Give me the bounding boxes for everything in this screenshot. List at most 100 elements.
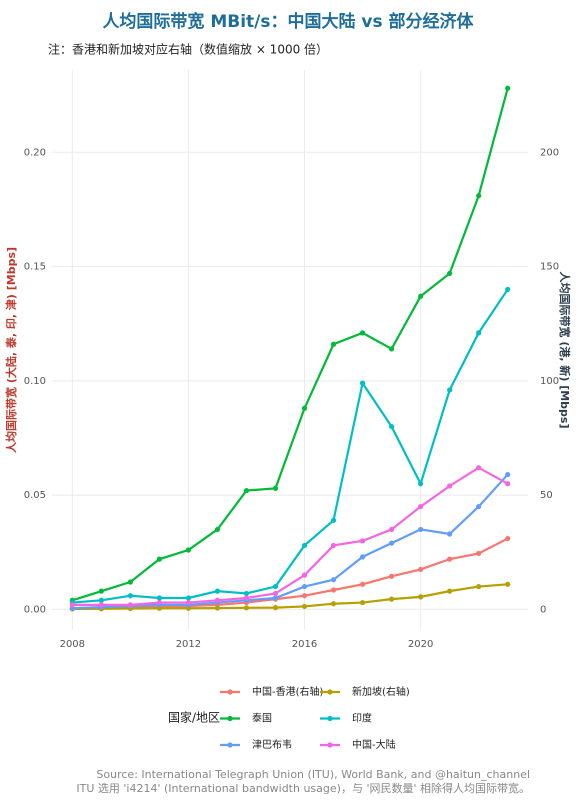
data-point [301, 593, 308, 599]
legend-label: 印度 [352, 712, 372, 725]
data-point [418, 503, 424, 510]
data-point [127, 593, 133, 599]
data-point [418, 566, 424, 573]
y-tick-label: 0.15 [24, 262, 46, 273]
x-tick-label: 2008 [60, 639, 85, 650]
data-point [359, 554, 366, 560]
data-point [330, 577, 337, 583]
series-line [72, 288, 509, 604]
data-point [301, 572, 308, 578]
legend-label: 中国-大陆 [352, 738, 396, 751]
legend-swatch [227, 715, 233, 722]
data-point [418, 481, 424, 487]
data-point [214, 526, 221, 533]
data-point [156, 556, 162, 562]
x-tick-label: 2012 [176, 639, 201, 650]
data-point [476, 330, 482, 336]
data-point [388, 346, 395, 352]
legend-swatch [327, 715, 333, 722]
y-tick-label: 0.00 [24, 604, 46, 615]
data-point [127, 579, 133, 585]
data-point [447, 556, 453, 562]
series-line [72, 583, 508, 611]
y-tick-label: 0.20 [24, 147, 46, 158]
data-point [156, 595, 162, 601]
data-point [476, 583, 482, 590]
chart-title: 人均国际带宽 MBit/s：中国大陆 vs 部分经济体 [102, 11, 474, 32]
data-point [476, 193, 482, 199]
data-point [388, 573, 395, 579]
legend-label: 津巴布韦 [252, 739, 292, 751]
data-point [214, 588, 221, 594]
data-point [330, 601, 337, 607]
data-point [214, 597, 221, 603]
data-point [185, 595, 192, 601]
data-point [447, 270, 453, 277]
data-point [505, 481, 511, 487]
data-point [301, 542, 308, 549]
data-point [359, 538, 366, 544]
y2-tick-label: 200 [540, 147, 559, 158]
data-point [359, 330, 366, 336]
legend-swatch [327, 742, 333, 748]
data-point [272, 605, 279, 611]
data-point [127, 602, 133, 608]
data-point [476, 465, 482, 471]
data-point [301, 583, 308, 590]
y-tick-label: 0.10 [24, 376, 46, 387]
legend-swatch [227, 689, 233, 695]
y2-axis-title: 人均国际带宽 (港, 新) [Mbps] [558, 271, 572, 428]
data-point [272, 583, 279, 590]
data-point [214, 605, 221, 611]
data-point [505, 535, 511, 542]
data-point [301, 603, 308, 610]
data-point [243, 595, 250, 601]
data-point [359, 599, 366, 606]
data-point [185, 599, 192, 606]
y2-tick-label: 150 [540, 262, 559, 273]
data-point [447, 531, 453, 537]
data-point [330, 587, 337, 593]
data-point [330, 517, 337, 523]
data-point [301, 405, 308, 411]
legend-label: 新加坡(右轴) [352, 685, 410, 698]
data-point [272, 590, 279, 597]
x-tick-label: 2016 [292, 639, 317, 650]
data-point [272, 595, 279, 601]
caption: Source: International Telegraph Union (I… [96, 768, 530, 781]
data-point [98, 602, 104, 608]
y2-tick-label: 0 [540, 604, 546, 615]
data-point [243, 487, 250, 494]
data-point [388, 526, 395, 533]
data-point [418, 293, 424, 299]
data-point [476, 550, 482, 557]
series-line [72, 466, 509, 606]
subtitle: 注：香港和新加坡对应右轴（数值缩放 × 1000 倍） [48, 42, 328, 57]
data-point [418, 594, 424, 600]
data-point [418, 526, 424, 533]
data-point [388, 540, 395, 546]
data-point [505, 85, 511, 91]
data-point [98, 597, 104, 603]
data-point [272, 485, 279, 491]
legend-swatch [327, 689, 333, 695]
y-tick-label: 0.05 [24, 490, 46, 501]
data-point [447, 483, 453, 489]
data-point [69, 602, 75, 608]
legend-title: 国家/地区 [168, 710, 220, 725]
legend-label: 中国-香港(右轴) [252, 685, 324, 698]
data-point [243, 605, 250, 611]
legend-label: 泰国 [252, 712, 272, 725]
series-line [72, 473, 509, 610]
data-point [98, 588, 104, 594]
caption: ITU 选用 'i4214' (International bandwidth … [76, 781, 530, 795]
data-point [330, 341, 337, 347]
data-point [388, 596, 395, 602]
series-line [72, 537, 509, 610]
y2-tick-label: 50 [540, 490, 553, 501]
data-point [388, 423, 395, 430]
data-point [359, 581, 366, 587]
data-point [243, 590, 250, 597]
